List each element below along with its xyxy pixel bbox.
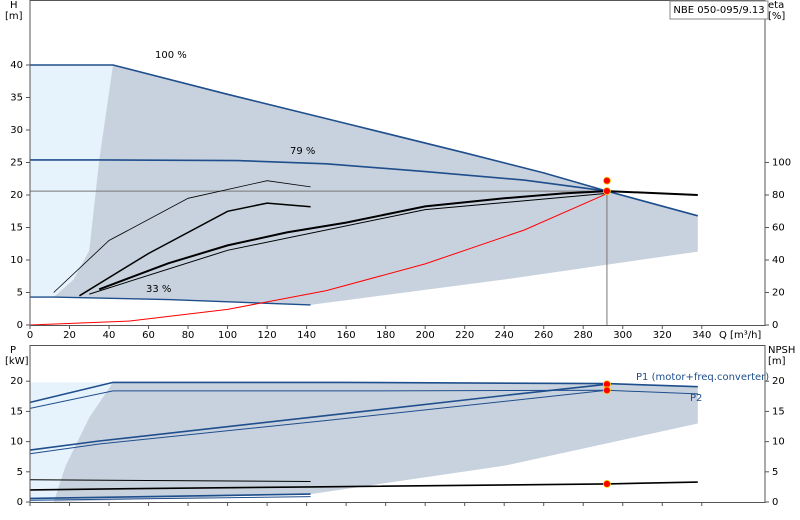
y-tick-label: 40 <box>10 60 23 71</box>
curve-label: 100 % <box>155 50 187 61</box>
y2-tick-label: 40 <box>772 255 785 266</box>
y-axis-label: P <box>10 345 16 356</box>
range-area <box>30 65 113 298</box>
y2-tick-label: 10 <box>772 437 785 448</box>
chart-title: NBE 050-095/9.13 <box>673 5 764 16</box>
x-tick-label: 100 <box>218 330 237 341</box>
y2-tick-label: 20 <box>772 376 785 387</box>
duty-point <box>603 386 611 395</box>
y2-tick-label: 5 <box>772 467 778 478</box>
range-area <box>53 382 698 502</box>
y2-axis-label: [m] <box>768 356 786 367</box>
curve <box>30 159 608 192</box>
y2-tick-label: 60 <box>772 223 785 234</box>
y2-tick-label: 80 <box>772 190 785 201</box>
y-tick-label: 10 <box>10 437 23 448</box>
x-tick-label: 280 <box>574 330 593 341</box>
x-tick-label: 40 <box>103 330 116 341</box>
y2-axis-label: NPSH <box>768 345 795 356</box>
y2-tick-label: 15 <box>772 406 785 417</box>
y-tick-label: 5 <box>17 467 23 478</box>
x-tick-label: 140 <box>297 330 316 341</box>
y2-tick-label: 100 <box>772 158 791 169</box>
curve-label: 79 % <box>290 146 315 157</box>
y-tick-label: 35 <box>10 93 23 104</box>
y2-tick-label: 0 <box>772 497 778 508</box>
x-tick-label: 180 <box>376 330 395 341</box>
curve <box>29 389 698 409</box>
y-tick-label: 5 <box>17 288 23 299</box>
y-axis-label: [m] <box>5 11 23 22</box>
x-tick-label: 60 <box>142 330 155 341</box>
curve <box>30 64 699 217</box>
x-tick-label: 320 <box>653 330 672 341</box>
x-tick-label: 240 <box>495 330 514 341</box>
x-tick-label: 0 <box>27 330 33 341</box>
x-tick-label: 260 <box>534 330 553 341</box>
y-tick-label: 0 <box>17 320 23 331</box>
curve <box>53 180 311 293</box>
curve-label: P2 <box>690 393 702 404</box>
x-tick-label: 120 <box>258 330 277 341</box>
curve <box>29 481 698 491</box>
curve <box>30 296 311 306</box>
x-axis-label: Q [m³/h] <box>719 330 761 341</box>
y2-axis-label: [%] <box>768 11 785 22</box>
x-tick-label: 160 <box>337 330 356 341</box>
curve <box>29 383 607 451</box>
duty-point <box>603 479 611 488</box>
curve-label: 33 % <box>146 284 171 295</box>
curve <box>98 190 698 291</box>
curve <box>89 192 607 295</box>
x-tick-label: 340 <box>692 330 711 341</box>
y2-tick-label: 20 <box>772 288 785 299</box>
range-area <box>30 382 113 502</box>
y-tick-label: 15 <box>10 406 23 417</box>
x-tick-label: 220 <box>455 330 474 341</box>
curve <box>29 496 311 501</box>
range-area <box>53 65 698 305</box>
curve <box>29 381 698 404</box>
y-tick-label: 20 <box>10 376 23 387</box>
plot-frame <box>29 345 766 503</box>
y-tick-label: 0 <box>17 497 23 508</box>
x-tick-label: 300 <box>613 330 632 341</box>
x-tick-label: 80 <box>182 330 195 341</box>
y2-axis-label: eta <box>768 0 784 11</box>
y-tick-label: 10 <box>10 255 23 266</box>
y-axis-label: [kW] <box>5 356 29 367</box>
curve <box>29 479 311 482</box>
x-tick-label: 200 <box>416 330 435 341</box>
y-tick-label: 30 <box>10 125 23 136</box>
y-tick-label: 25 <box>10 158 23 169</box>
y2-tick-label: 0 <box>772 320 778 331</box>
curve <box>79 202 311 297</box>
curve <box>29 389 607 455</box>
duty-point <box>603 187 611 196</box>
y-tick-label: 20 <box>10 190 23 201</box>
title-box <box>669 0 769 20</box>
curve <box>29 193 608 326</box>
duty-point <box>603 176 611 185</box>
x-tick-label: 20 <box>63 330 76 341</box>
curve-label: P1 (motor+freq.converter) <box>636 372 769 383</box>
curve <box>29 493 311 500</box>
y-axis-label: H <box>10 0 18 11</box>
y-tick-label: 15 <box>10 223 23 234</box>
